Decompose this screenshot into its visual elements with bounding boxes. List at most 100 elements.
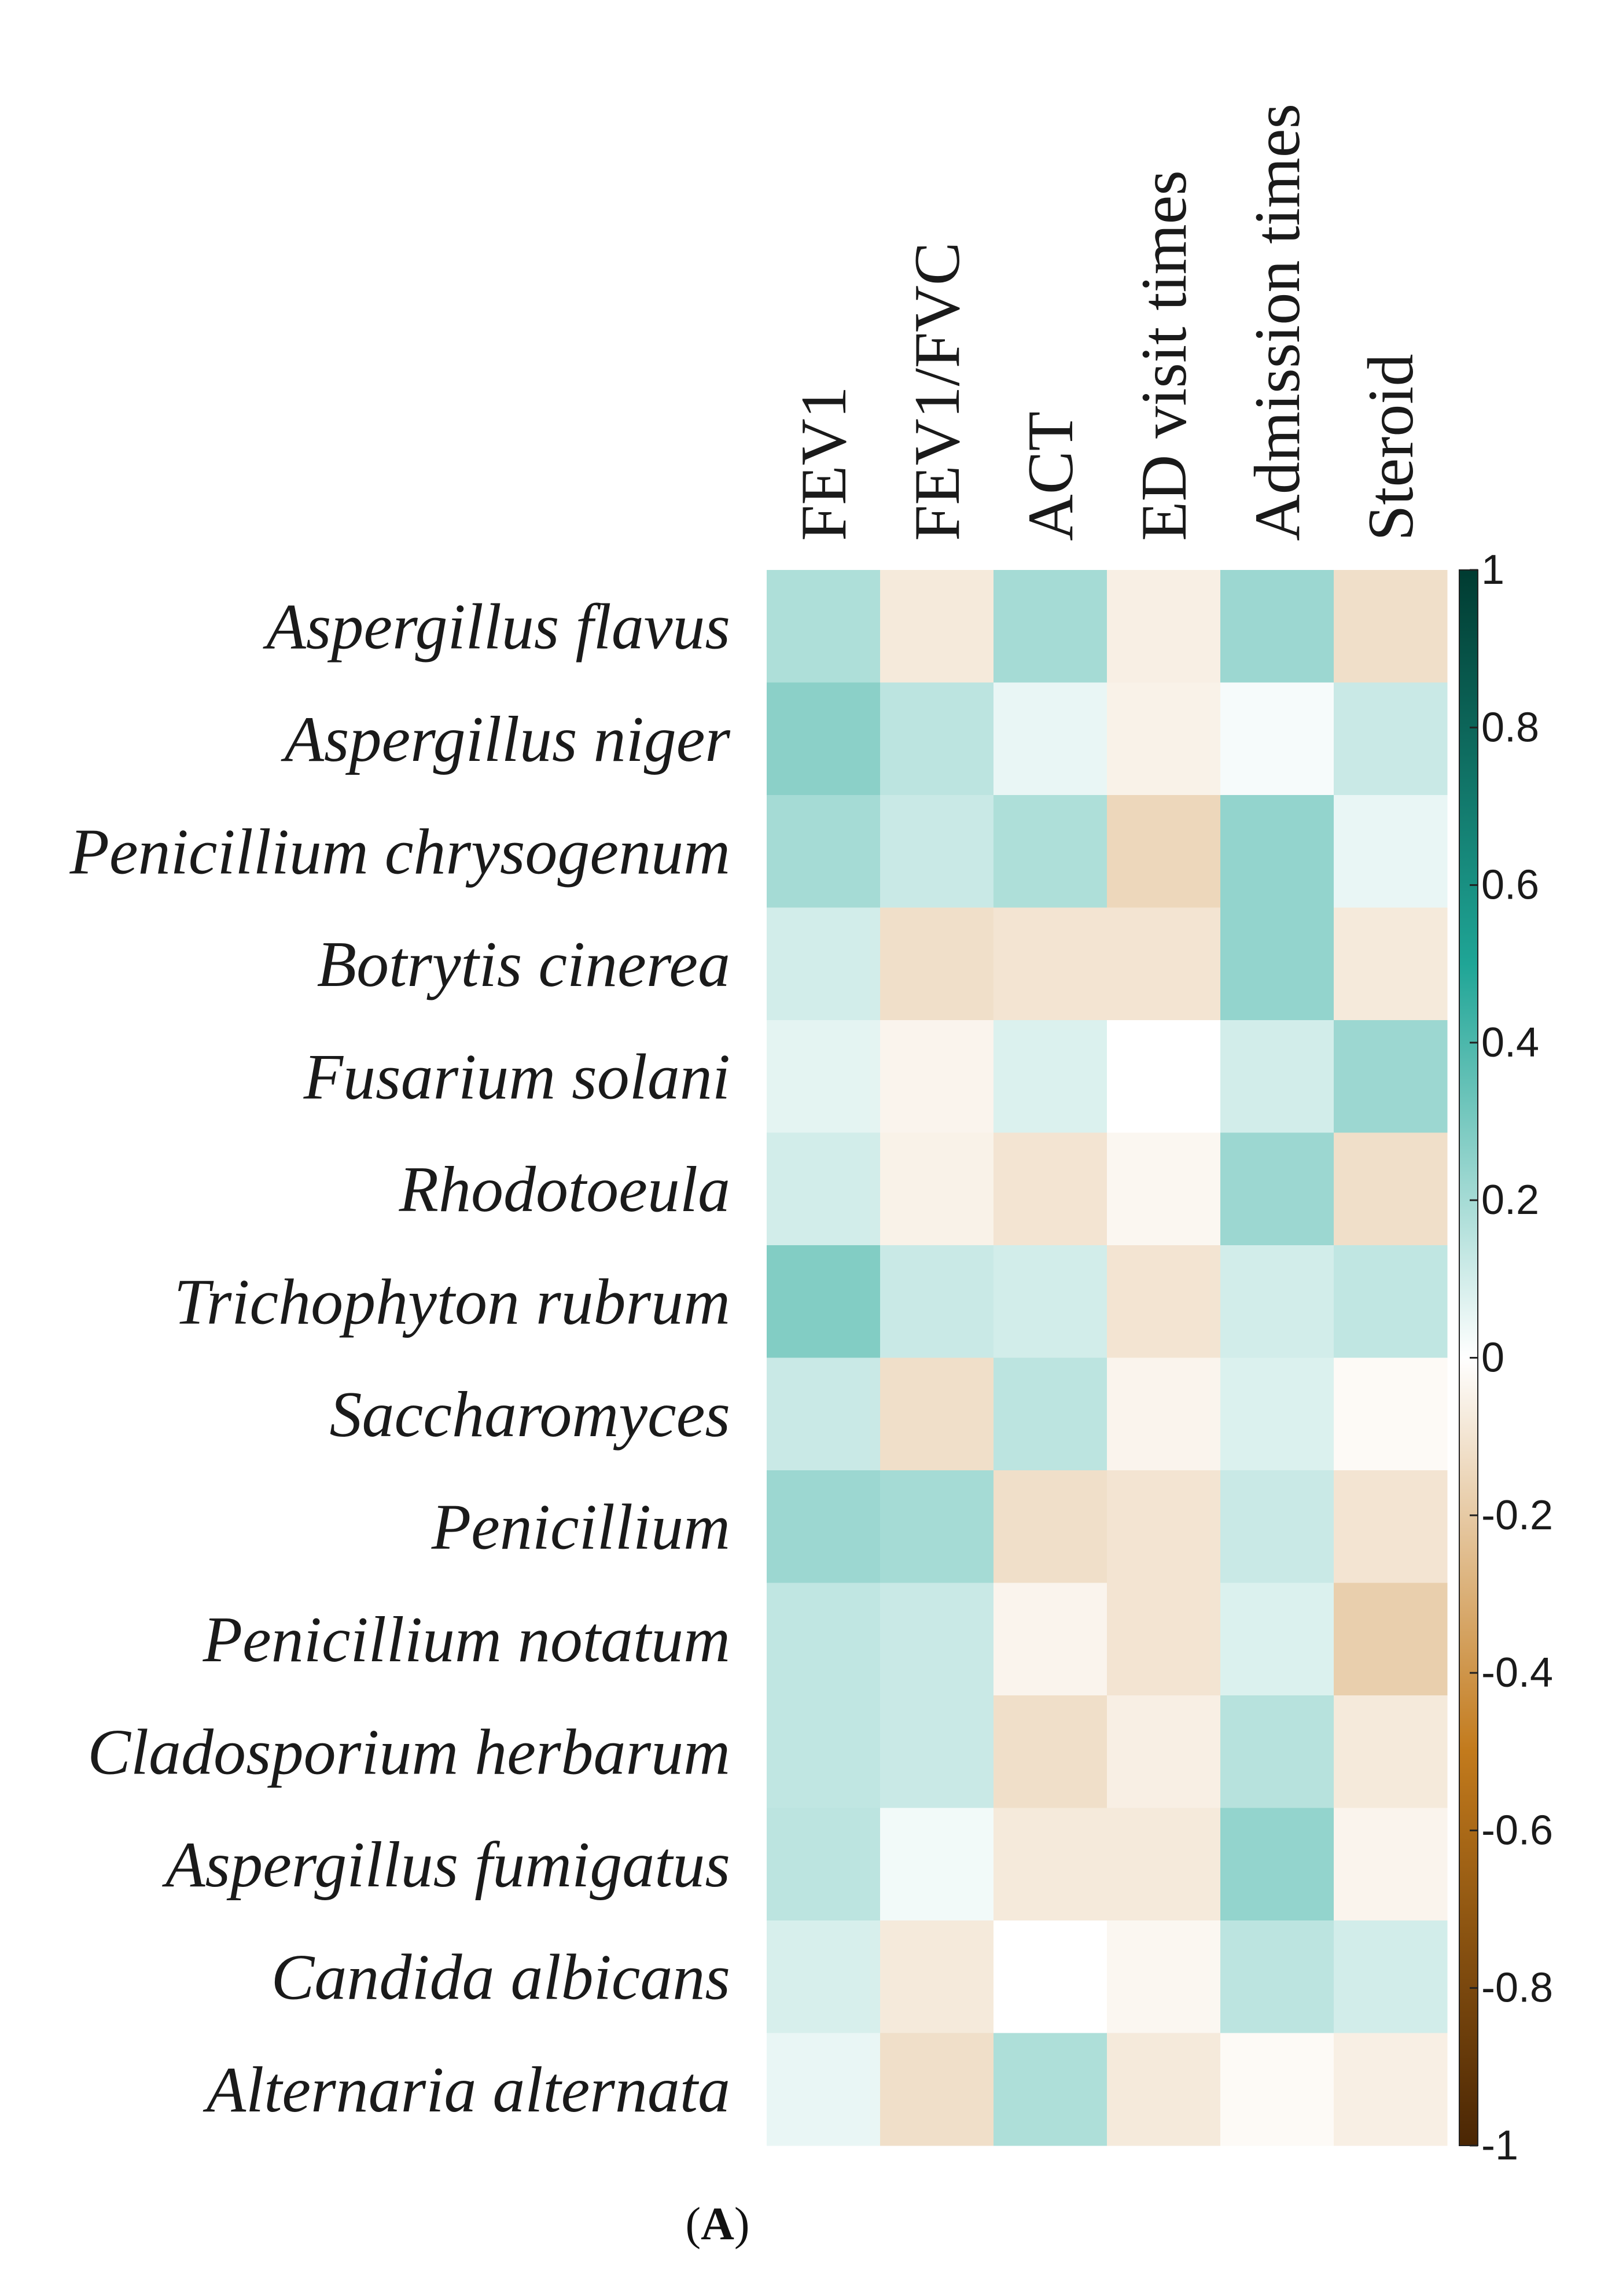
heatmap-cell xyxy=(1107,1357,1221,1471)
heatmap-cell xyxy=(1107,1245,1221,1358)
heatmap-cell xyxy=(1220,682,1334,796)
heatmap-cell xyxy=(1107,1020,1221,1133)
heatmap-cell xyxy=(880,1245,994,1358)
heatmap-cell xyxy=(880,1357,994,1471)
colorbar-tick-label: 0.2 xyxy=(1481,1177,1539,1223)
row-label: Botrytis cinerea xyxy=(317,929,730,1000)
row-label: Candida albicans xyxy=(271,1941,730,2013)
heatmap-cell xyxy=(1334,1020,1448,1133)
heatmap-cell xyxy=(880,1920,994,2033)
heatmap-cell xyxy=(1220,1695,1334,1808)
heatmap-cell xyxy=(1220,1583,1334,1696)
heatmap-cell xyxy=(1334,1920,1448,2033)
heatmap-cell xyxy=(993,1020,1107,1133)
heatmap-cell xyxy=(1220,907,1334,1021)
heatmap-cell xyxy=(993,1808,1107,1921)
heatmap-cell xyxy=(1107,682,1221,796)
heatmap-cell xyxy=(880,907,994,1021)
heatmap-cell xyxy=(1334,795,1448,908)
heatmap-cell xyxy=(880,1808,994,1921)
colorbar-tick-label: -0.6 xyxy=(1481,1807,1553,1853)
colorbar-tick-label: 1 xyxy=(1481,547,1504,593)
row-label: Penicillium chrysogenum xyxy=(69,816,731,888)
row-label: Trichophyton rubrum xyxy=(174,1266,730,1338)
heatmap-cell xyxy=(1107,907,1221,1021)
heatmap-cell xyxy=(767,1132,881,1246)
heatmap-cell xyxy=(1334,1132,1448,1246)
heatmap-cell xyxy=(880,1695,994,1808)
heatmap-cell xyxy=(993,1695,1107,1808)
heatmap-cell xyxy=(767,1245,881,1358)
heatmap-cell xyxy=(993,682,1107,796)
heatmap-cell xyxy=(993,907,1107,1021)
colorbar-tick-label: -0.2 xyxy=(1481,1492,1553,1539)
heatmap-cell xyxy=(1334,1357,1448,1471)
column-label: Steroid xyxy=(1355,354,1427,541)
row-label: Aspergillus niger xyxy=(281,704,731,775)
column-label: ED visit times xyxy=(1128,170,1200,541)
column-label: Admission times xyxy=(1242,104,1313,541)
heatmap-cell xyxy=(1334,682,1448,796)
heatmap-cell xyxy=(767,1808,881,1921)
colorbar-tick-label: -0.8 xyxy=(1481,1965,1553,2011)
colorbar-tick-label: -1 xyxy=(1481,2122,1518,2169)
heatmap-cell xyxy=(993,1132,1107,1246)
row-label: Aspergillus fumigatus xyxy=(161,1829,730,1901)
heatmap-cell xyxy=(767,795,881,908)
heatmap-cell xyxy=(1334,2033,1448,2146)
heatmap-cell xyxy=(767,1583,881,1696)
heatmap-cell xyxy=(880,1020,994,1133)
heatmap-cell xyxy=(880,682,994,796)
heatmap-cell xyxy=(1220,1245,1334,1358)
heatmap-cell xyxy=(993,795,1107,908)
heatmap-cell xyxy=(767,1695,881,1808)
heatmap-cell xyxy=(1334,570,1448,683)
heatmap-cell xyxy=(1220,1357,1334,1471)
heatmap-cell xyxy=(880,1583,994,1696)
heatmap-cell xyxy=(880,1470,994,1583)
heatmap-cell xyxy=(880,570,994,683)
panel-label: (A) xyxy=(685,2199,749,2250)
heatmap-cell xyxy=(880,795,994,908)
heatmap-cell xyxy=(1220,795,1334,908)
heatmap-cell xyxy=(1334,1808,1448,1921)
heatmap-cell xyxy=(1220,1920,1334,2033)
colorbar-tick-label: 0.8 xyxy=(1481,704,1539,750)
heatmap-cell xyxy=(1220,2033,1334,2146)
heatmap-cell xyxy=(767,1020,881,1133)
heatmap-cell xyxy=(1220,1470,1334,1583)
row-label: Cladosporium herbarum xyxy=(87,1716,730,1788)
heatmap-cell xyxy=(880,2033,994,2146)
heatmap-cell xyxy=(1334,1695,1448,1808)
row-label: Fusarium solani xyxy=(303,1041,730,1113)
heatmap-cell xyxy=(1107,1695,1221,1808)
heatmap-cell xyxy=(1334,1470,1448,1583)
heatmap-cell xyxy=(1107,570,1221,683)
colorbar-tick-label: -0.4 xyxy=(1481,1650,1553,1696)
row-label: Penicillium xyxy=(431,1491,730,1563)
heatmap-cell xyxy=(1220,1808,1334,1921)
colorbar-tick-label: 0 xyxy=(1481,1335,1504,1381)
heatmap-cell xyxy=(1334,1583,1448,1696)
heatmap-cell xyxy=(1334,907,1448,1021)
heatmap-cell xyxy=(767,2033,881,2146)
column-label: ACT xyxy=(1015,411,1087,541)
heatmap-cell xyxy=(880,1132,994,1246)
column-labels: FEV1 FEV1/FVC ACT ED visit times Admission t… xyxy=(788,104,1427,541)
heatmap-cell xyxy=(1107,1583,1221,1696)
heatmap-cell xyxy=(993,570,1107,683)
heatmap-cell xyxy=(1220,1132,1334,1246)
column-label: FEV1 xyxy=(788,386,860,541)
row-label: Alternaria alternata xyxy=(203,2054,730,2126)
heatmap-cell xyxy=(767,570,881,683)
heatmap-cell xyxy=(767,1357,881,1471)
heatmap-cell xyxy=(767,682,881,796)
heatmap-cell xyxy=(993,2033,1107,2146)
heatmap-cell xyxy=(767,907,881,1021)
heatmap-cell xyxy=(1107,1808,1221,1921)
heatmap-cell xyxy=(1220,570,1334,683)
heatmap-cell xyxy=(993,1583,1107,1696)
row-label: Penicillium notatum xyxy=(203,1604,730,1676)
heatmap-cell xyxy=(1107,2033,1221,2146)
